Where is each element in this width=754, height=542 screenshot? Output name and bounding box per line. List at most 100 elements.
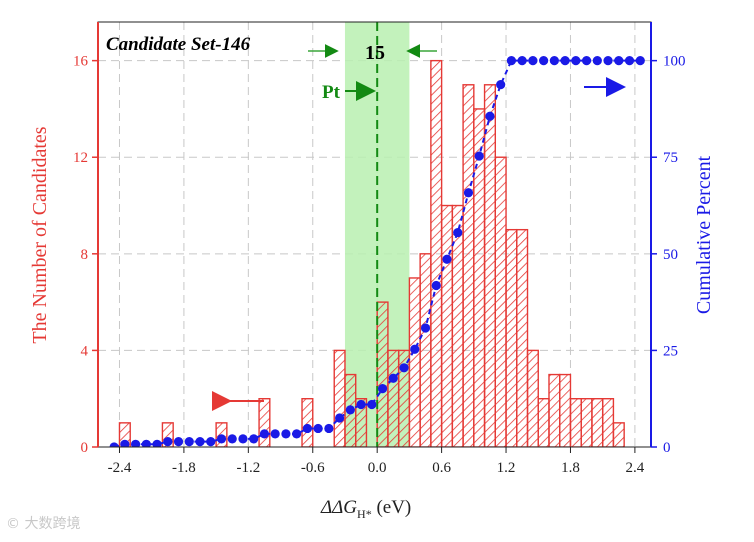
cumulative-point xyxy=(324,423,334,434)
cumulative-point xyxy=(581,56,592,66)
cumulative-point xyxy=(528,56,538,66)
x-tick-label: 1.2 xyxy=(497,460,516,476)
cumulative-point xyxy=(539,56,549,66)
cumulative-point xyxy=(270,429,280,439)
cumulative-point xyxy=(216,434,227,444)
cumulative-point xyxy=(120,439,130,447)
x-tick-label: 0.0 xyxy=(368,460,387,476)
cumulative-points xyxy=(109,56,645,447)
cumulative-point xyxy=(496,79,506,90)
cumulative-point xyxy=(463,188,474,198)
cumulative-point xyxy=(345,405,355,415)
x-tick-label: 2.4 xyxy=(626,460,645,476)
histogram-bar xyxy=(537,398,550,447)
y-tick-label: 8 xyxy=(81,247,89,263)
cumulative-point xyxy=(603,56,613,66)
cumulative-point xyxy=(624,56,635,66)
histogram-bar xyxy=(355,398,368,447)
histogram-bar xyxy=(440,204,454,447)
cumulative-point xyxy=(152,439,162,447)
y-axis-label-left: The Number of Candidates xyxy=(29,126,51,343)
histogram-bar xyxy=(612,422,625,447)
x-tick-label: 1.8 xyxy=(561,460,580,476)
cumulative-point xyxy=(249,434,259,444)
cumulative-point xyxy=(388,373,398,383)
y-axis-left: 0 4 8 12 16 xyxy=(73,54,98,456)
cumulative-point xyxy=(141,439,151,447)
y-axis-right: 0 25 50 75 100 xyxy=(651,54,686,456)
y2-tick-label: 75 xyxy=(663,150,678,166)
cumulative-point xyxy=(410,344,420,354)
cumulative-point xyxy=(163,436,173,447)
histogram-bar xyxy=(548,373,561,447)
cumulative-point xyxy=(227,434,237,444)
svg-text:ΔΔGH* (eV): ΔΔGH* (eV) xyxy=(320,497,411,521)
cumulative-point xyxy=(549,56,559,66)
cumulative-point xyxy=(485,111,495,121)
histogram-bar xyxy=(591,398,604,447)
cumulative-point xyxy=(367,399,377,410)
cumulative-point xyxy=(517,56,527,66)
cumulative-point xyxy=(259,429,270,439)
histogram-bar xyxy=(505,228,518,447)
y-axis-label-right: Cumulative Percent xyxy=(693,155,715,314)
cumulative-point xyxy=(571,56,581,66)
histogram-bar xyxy=(580,398,593,447)
x-tick-label: 0.6 xyxy=(432,460,451,476)
x-label-prefix: ΔΔG xyxy=(320,497,357,518)
histogram-bar xyxy=(387,349,400,447)
cumulative-point xyxy=(399,363,409,373)
histogram-bar xyxy=(430,59,443,447)
y2-tick-label: 25 xyxy=(663,343,678,359)
histogram-bars xyxy=(118,59,625,447)
pt-annotation: Pt xyxy=(322,81,376,103)
y-tick-label: 16 xyxy=(73,54,89,70)
band-width-arrows: 15 xyxy=(308,42,437,64)
x-axis: -2.4 -1.8 -1.2 -0.6 0.0 0.6 1.2 1.8 2.4 xyxy=(108,447,645,476)
cumulative-point xyxy=(635,56,645,66)
histogram-bar xyxy=(516,228,529,447)
histogram-bar xyxy=(526,349,539,447)
cumulative-point xyxy=(592,56,602,66)
cumulative-point xyxy=(431,280,441,291)
cumulative-point xyxy=(130,439,141,447)
histogram-bar xyxy=(494,156,507,447)
cumulative-point xyxy=(506,56,517,66)
watermark: © 大数跨境 xyxy=(6,516,81,532)
histogram-bar xyxy=(419,253,432,447)
y-tick-label: 4 xyxy=(81,343,89,359)
x-label-suffix: (eV) xyxy=(372,497,412,518)
histogram-bar xyxy=(333,349,346,447)
cumulative-point xyxy=(377,384,388,394)
cumulative-point xyxy=(420,323,431,333)
cumulative-point xyxy=(281,429,291,439)
histogram-bar xyxy=(559,373,572,447)
histogram-bar xyxy=(601,398,615,447)
pt-label: Pt xyxy=(322,82,341,103)
cumulative-point xyxy=(474,151,484,161)
y-tick-label: 0 xyxy=(81,440,89,456)
histogram-bar xyxy=(569,398,582,447)
cumulative-point xyxy=(614,56,624,66)
cumulative-point xyxy=(195,436,205,447)
x-tick-label: -2.4 xyxy=(108,460,132,476)
cumulative-point xyxy=(453,227,463,238)
cumulative-point xyxy=(442,254,452,264)
x-axis-label: ΔΔGH* (eV) xyxy=(320,497,411,521)
cumulative-point xyxy=(356,399,366,410)
y-tick-label: 12 xyxy=(73,150,88,166)
cumulative-point xyxy=(335,413,345,423)
cumulative-point xyxy=(206,436,216,447)
histogram-bar xyxy=(483,84,497,447)
x-tick-label: -1.2 xyxy=(236,460,260,476)
y2-tick-label: 100 xyxy=(663,54,686,70)
cumulative-point xyxy=(173,436,184,447)
y2-tick-label: 50 xyxy=(663,247,678,263)
cumulative-point xyxy=(238,434,248,444)
cumulative-point xyxy=(560,56,570,66)
chart-title: Candidate Set-146 xyxy=(106,34,251,55)
cumulative-point xyxy=(184,436,194,447)
histogram-bar xyxy=(301,398,314,447)
histogram-bar xyxy=(462,84,475,447)
